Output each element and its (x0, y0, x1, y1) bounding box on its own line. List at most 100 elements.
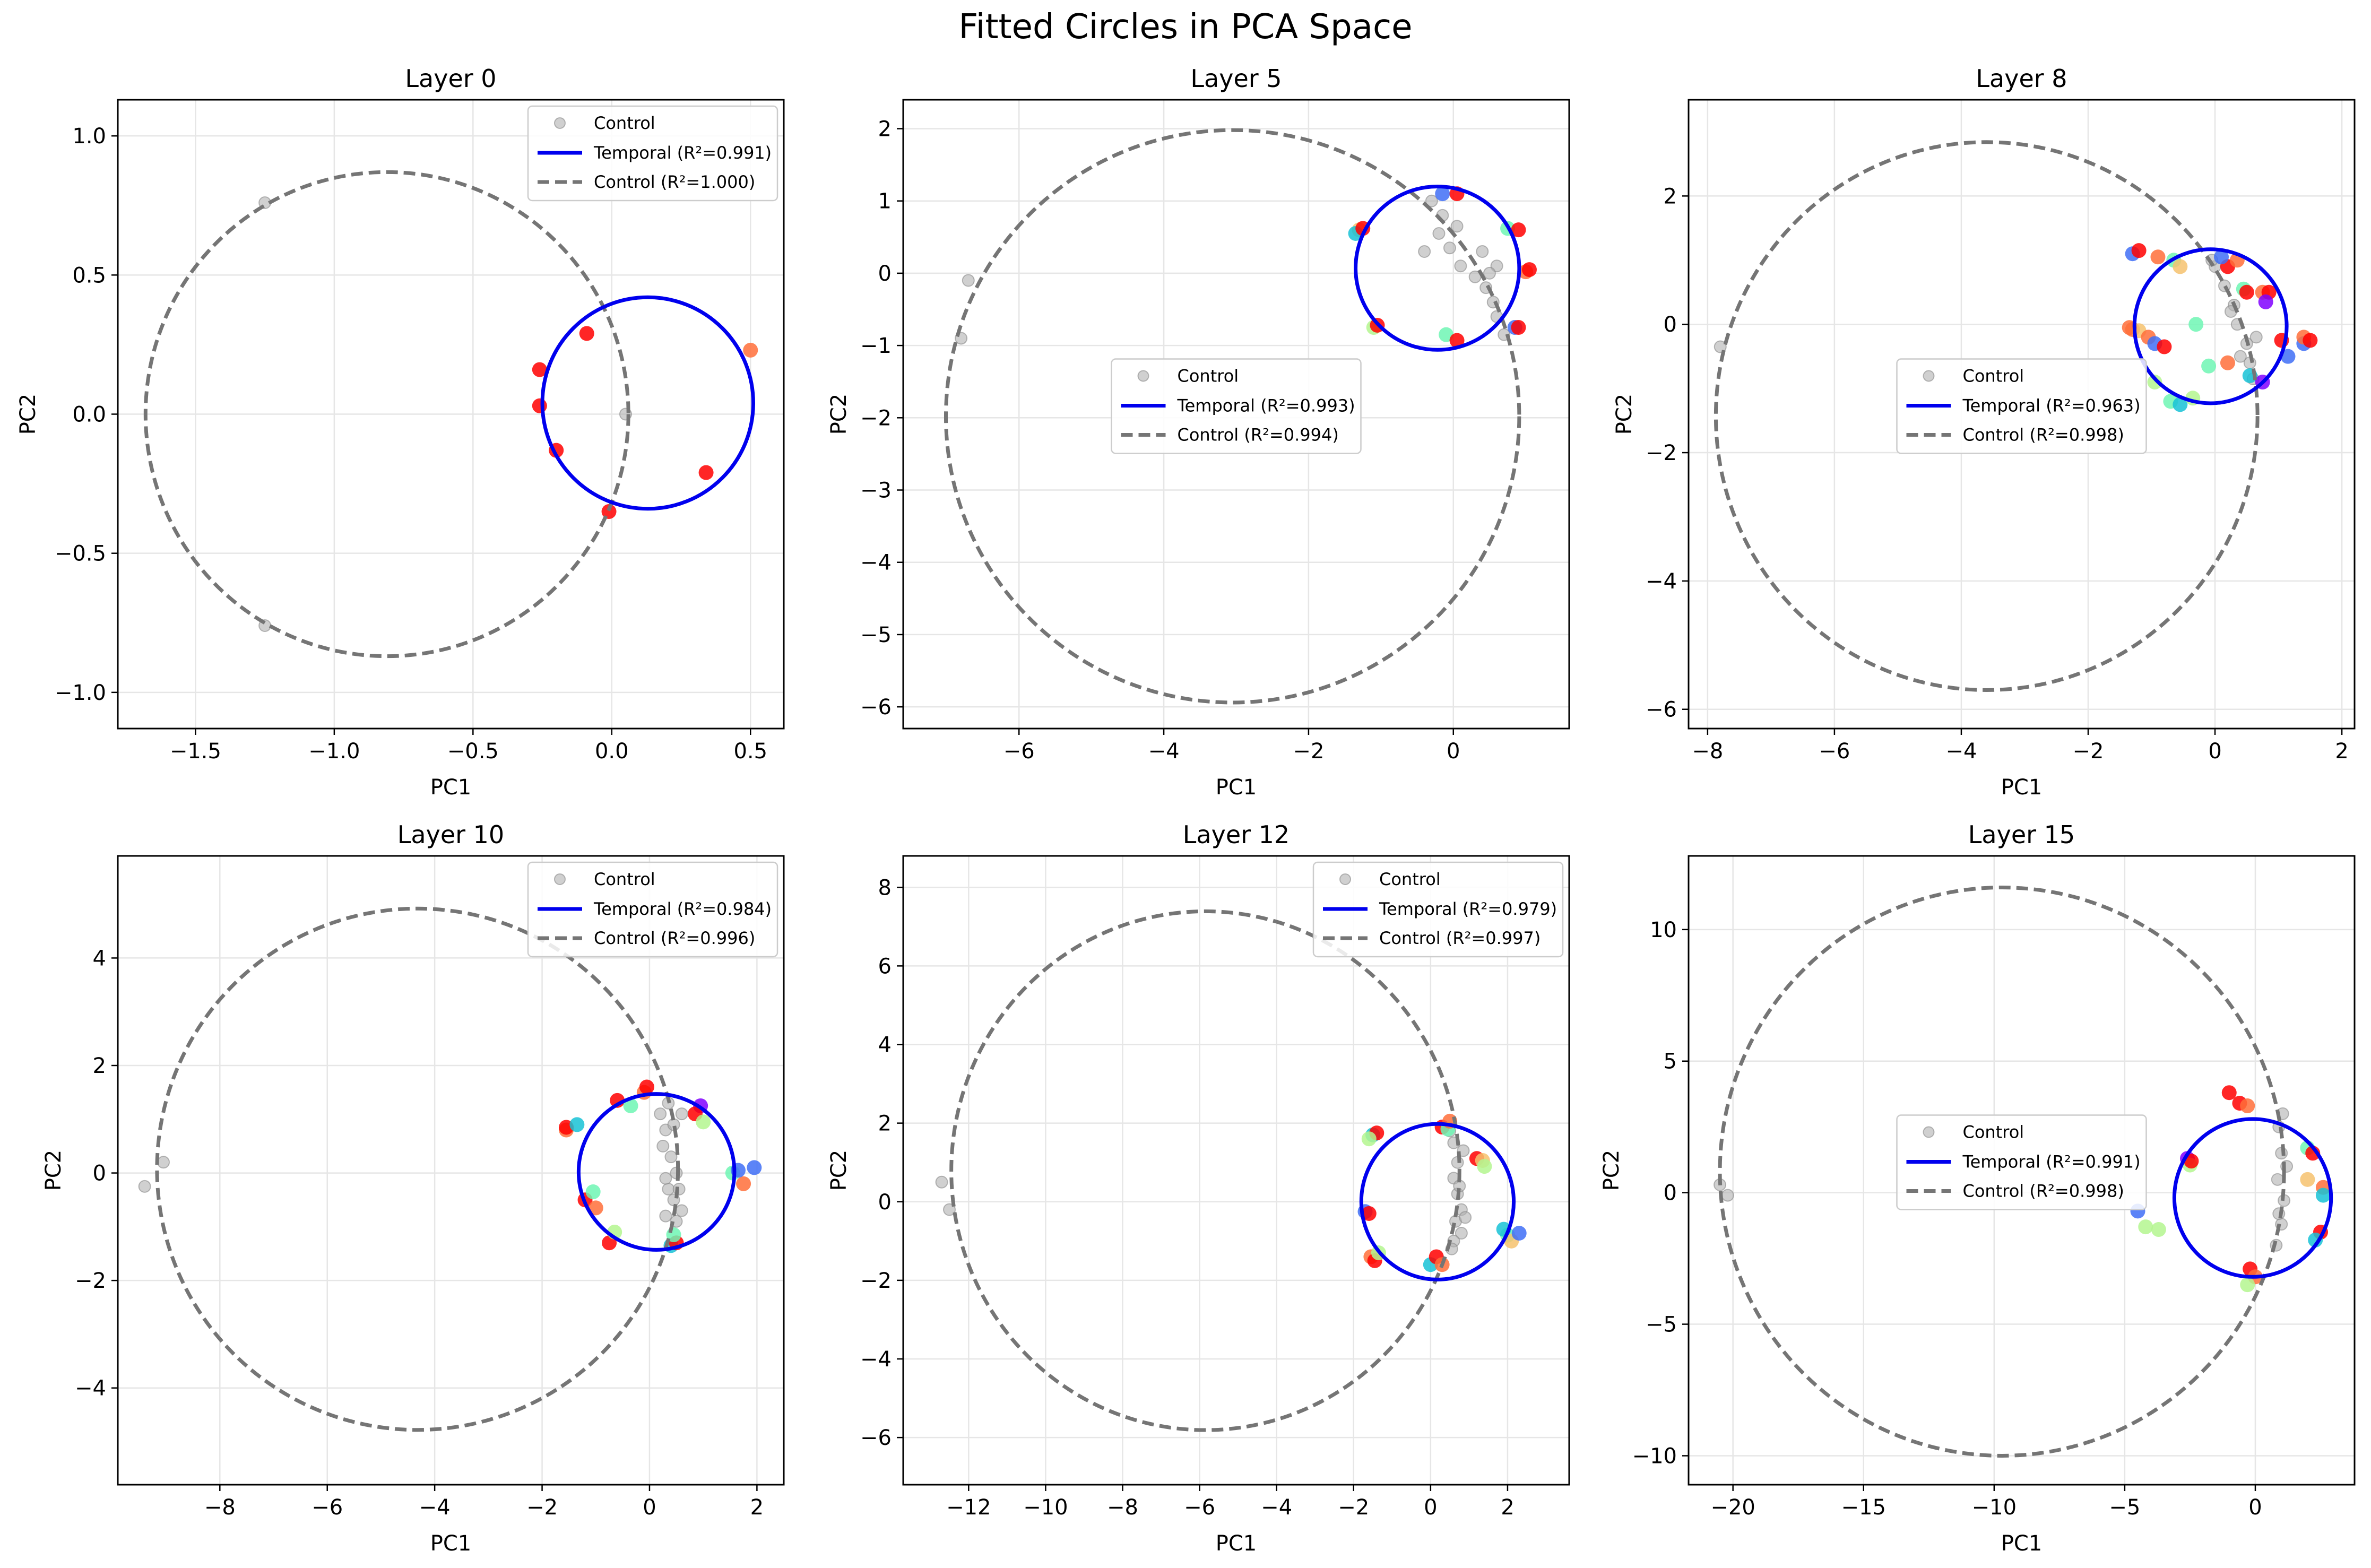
x-tick-label: −4 (1261, 1495, 1292, 1520)
control-point (1483, 266, 1496, 280)
legend-label-temporal: Temporal (R²=0.991) (593, 143, 772, 163)
x-tick-label: −4 (1148, 739, 1180, 764)
control-point (664, 1150, 678, 1164)
control-point (675, 1204, 688, 1217)
y-tick-label: 8 (878, 876, 892, 900)
control-fitted-circle (1714, 140, 2260, 692)
y-tick-label: 0 (93, 1162, 106, 1186)
x-tick-label: −1.0 (308, 739, 360, 764)
temporal-point (696, 1114, 711, 1130)
control-fitted-circle (143, 170, 630, 659)
y-tick-label: 0 (878, 1190, 892, 1215)
axes-frame (1688, 99, 2356, 730)
axes-frame (902, 855, 1570, 1486)
y-tick-label: 1 (878, 189, 892, 214)
y-tick-label: 4 (878, 1033, 892, 1058)
legend-box (1896, 358, 2147, 454)
x-tick-label: −0.5 (447, 739, 499, 764)
x-tick-label: 0.0 (595, 739, 629, 764)
temporal-fitted-circle (540, 295, 755, 511)
x-tick-label: 2 (1501, 1495, 1514, 1520)
temporal-point (2138, 1219, 2153, 1235)
x-tick-label: 0 (1424, 1495, 1437, 1520)
temporal-point (2131, 243, 2147, 258)
legend-label-control: Control (1963, 366, 2024, 386)
x-axis-label: PC1 (430, 775, 472, 800)
y-tick-label: −5 (860, 623, 892, 647)
y-tick-label: −3 (860, 479, 892, 503)
control-point (659, 1209, 672, 1223)
control-point (1476, 245, 1489, 258)
temporal-point (532, 362, 547, 377)
x-tick-label: −8 (1107, 1495, 1138, 1520)
temporal-fitted-circle (2172, 1117, 2333, 1279)
legend-label-control-circle: Control (R²=0.994) (1178, 425, 1339, 445)
y-tick-label: −10 (1632, 1444, 1677, 1468)
temporal-point (569, 1117, 585, 1132)
legend: Control Temporal (R²=0.984) Control (R²=0.… (527, 861, 778, 958)
plot-area (1714, 885, 2333, 1458)
temporal-point (2147, 375, 2162, 390)
temporal-point (2303, 333, 2318, 348)
y-tick-label: −6 (1646, 698, 1677, 722)
temporal-point (1511, 222, 1526, 238)
temporal-point (579, 326, 594, 341)
temporal-point (2214, 249, 2229, 265)
temporal-point (1511, 320, 1526, 335)
temporal-point (747, 1160, 762, 1175)
legend-label-temporal: Temporal (R²=0.963) (1962, 396, 2141, 416)
x-tick-label: −8 (204, 1495, 236, 1520)
x-tick-label: −6 (1184, 1495, 1215, 1520)
legend-label-temporal: Temporal (R²=0.991) (1962, 1152, 2141, 1172)
temporal-point (2221, 1085, 2237, 1101)
legend-control-marker (1923, 1126, 1935, 1138)
control-point (659, 1172, 672, 1185)
y-tick-label: 0.0 (72, 403, 106, 427)
legend-box (527, 105, 778, 202)
y-tick-label: 0 (878, 262, 892, 286)
x-axis-label: PC1 (430, 1531, 472, 1556)
y-axis-label: PC2 (827, 1150, 851, 1191)
temporal-point (2173, 259, 2188, 274)
control-point (675, 1107, 688, 1121)
temporal-point (2280, 349, 2296, 364)
y-tick-label: −2 (860, 406, 892, 430)
y-axis-label: PC2 (16, 394, 40, 435)
control-point (1714, 340, 1727, 353)
legend-label-control-circle: Control (R²=0.998) (1963, 425, 2124, 445)
x-axis-label: PC1 (1216, 1531, 1257, 1556)
x-axis-label: PC1 (2001, 775, 2043, 800)
y-axis-label: PC2 (827, 394, 851, 435)
control-point (2271, 1173, 2284, 1186)
control-point (962, 274, 975, 287)
y-tick-label: 4 (93, 946, 106, 971)
y-tick-label: 5 (1664, 1050, 1677, 1074)
x-tick-label: 0.5 (733, 739, 767, 764)
temporal-fitted-circle (2132, 247, 2289, 405)
y-tick-label: 10 (1650, 918, 1677, 942)
x-tick-label: −5 (2109, 1495, 2140, 1520)
control-point (935, 1175, 948, 1189)
control-point (656, 1139, 670, 1153)
temporal-point (2239, 284, 2254, 300)
temporal-point (1361, 1131, 1377, 1147)
legend-box (1312, 861, 1564, 958)
y-tick-label: 0.5 (72, 263, 106, 288)
y-tick-label: −2 (75, 1269, 106, 1293)
x-tick-label: 0 (2208, 739, 2221, 764)
x-axis-label: PC1 (2001, 1531, 2043, 1556)
temporal-point (532, 398, 547, 413)
temporal-point (2258, 294, 2273, 309)
legend-label-control-circle: Control (R²=0.997) (1379, 928, 1541, 948)
temporal-point (2300, 1172, 2315, 1187)
legend-control-marker (1339, 873, 1351, 885)
subplot-title: Layer 5 (1190, 64, 1282, 93)
subplot-layer-12: −12 −10 −8 −6 −4 −2 0 2 −6 −4 −2 0 2 4 6 8 Layer 12 PC1 PC… (827, 820, 1570, 1556)
y-tick-label: −6 (860, 1426, 892, 1450)
x-tick-label: −4 (419, 1495, 451, 1520)
x-tick-label: −2 (2073, 739, 2104, 764)
temporal-point (2188, 317, 2204, 332)
temporal-point (601, 504, 617, 519)
temporal-point (2151, 1222, 2166, 1237)
legend: Control Temporal (R²=0.991) Control (R²=0.… (1896, 1114, 2147, 1210)
